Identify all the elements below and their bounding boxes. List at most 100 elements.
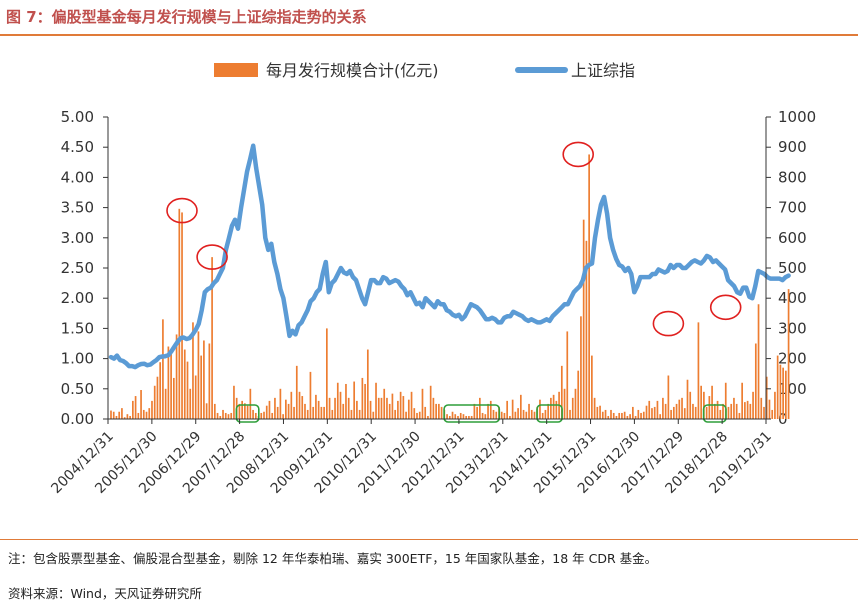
chart: 每月发行规模合计(亿元) 上证综指 0.00 0.50 1.00 1.50 2.00 2.… bbox=[48, 61, 816, 497]
bar bbox=[517, 408, 519, 419]
bar bbox=[320, 406, 323, 419]
bar bbox=[634, 415, 637, 419]
bar bbox=[580, 316, 582, 419]
note-divider bbox=[0, 539, 858, 540]
bar bbox=[282, 414, 284, 419]
bar bbox=[391, 393, 394, 419]
bar bbox=[336, 382, 339, 419]
bar bbox=[656, 400, 659, 419]
bar bbox=[380, 397, 383, 419]
bar bbox=[279, 388, 282, 419]
bar bbox=[506, 400, 509, 419]
bar bbox=[383, 388, 386, 419]
figure-title: 图 7：偏股型基金每月发行规模与上证综指走势的关系 bbox=[6, 8, 367, 26]
bar bbox=[386, 397, 388, 419]
bar bbox=[219, 415, 222, 419]
bar bbox=[110, 410, 112, 419]
bar bbox=[519, 394, 522, 419]
bar bbox=[271, 412, 274, 419]
bar bbox=[285, 399, 287, 419]
bar bbox=[230, 412, 233, 419]
y-left-tick-label: 2.00 bbox=[61, 289, 94, 307]
bar bbox=[651, 408, 653, 419]
bar bbox=[454, 414, 457, 419]
bar bbox=[752, 391, 754, 419]
bar bbox=[544, 409, 547, 419]
bar bbox=[213, 403, 216, 419]
bar bbox=[757, 304, 760, 419]
bar bbox=[265, 405, 268, 419]
bar bbox=[424, 406, 427, 419]
bar bbox=[621, 412, 623, 419]
bar bbox=[681, 397, 683, 419]
highlight-circle bbox=[562, 141, 595, 168]
bar bbox=[779, 364, 782, 419]
bar bbox=[358, 409, 361, 419]
bar bbox=[738, 412, 741, 419]
bar bbox=[175, 334, 178, 419]
bar bbox=[189, 388, 192, 419]
bar bbox=[577, 370, 580, 419]
bar bbox=[511, 399, 514, 419]
bar bbox=[402, 396, 405, 419]
bar bbox=[713, 403, 716, 419]
bar bbox=[692, 403, 694, 419]
bar bbox=[429, 385, 432, 419]
y-right-tick-label: 400 bbox=[778, 289, 807, 307]
bar bbox=[407, 399, 410, 419]
highlight-box bbox=[443, 404, 501, 423]
bar bbox=[640, 412, 642, 419]
bar bbox=[719, 409, 722, 419]
bar bbox=[555, 400, 558, 419]
bar bbox=[153, 385, 156, 419]
bar bbox=[744, 402, 746, 419]
bar bbox=[703, 391, 705, 419]
bar bbox=[211, 257, 213, 419]
title-underline bbox=[0, 34, 858, 36]
bar bbox=[708, 396, 711, 419]
figure-note: 注：包含股票型基金、偏股混合型基金，剔除 12 年华泰柏瑞、嘉实 300ETF，… bbox=[8, 551, 658, 566]
bar bbox=[533, 411, 536, 419]
bar bbox=[448, 415, 451, 419]
bar bbox=[451, 411, 454, 419]
bar bbox=[164, 388, 167, 419]
bar bbox=[194, 375, 197, 419]
bar bbox=[678, 399, 681, 419]
bar bbox=[405, 411, 407, 419]
bar bbox=[724, 382, 727, 419]
bar bbox=[626, 415, 629, 419]
bar bbox=[569, 409, 571, 419]
bar bbox=[233, 385, 235, 419]
highlight-box bbox=[536, 404, 563, 423]
bar bbox=[118, 411, 121, 419]
bar bbox=[162, 319, 164, 419]
bar bbox=[465, 415, 468, 419]
bar bbox=[375, 382, 377, 419]
bar bbox=[787, 289, 790, 419]
bar bbox=[224, 412, 227, 419]
bar bbox=[522, 409, 525, 419]
bar bbox=[782, 367, 784, 419]
bar bbox=[760, 397, 763, 419]
bar bbox=[372, 411, 375, 419]
bar bbox=[432, 397, 435, 419]
bar bbox=[388, 403, 391, 419]
y-right-tick-label: 700 bbox=[778, 199, 807, 217]
highlight-circle bbox=[709, 294, 742, 321]
bar bbox=[252, 409, 254, 419]
bar bbox=[749, 403, 752, 419]
bar bbox=[768, 399, 771, 419]
bar bbox=[342, 403, 345, 419]
bar bbox=[167, 346, 170, 419]
highlight-box bbox=[235, 404, 260, 423]
bar bbox=[115, 415, 118, 419]
bar bbox=[525, 411, 528, 419]
bar bbox=[123, 417, 126, 419]
bar bbox=[468, 415, 470, 419]
bar bbox=[416, 412, 418, 419]
bar bbox=[334, 397, 336, 419]
bar bbox=[208, 343, 211, 419]
bar bbox=[364, 383, 366, 419]
bar bbox=[315, 394, 317, 419]
bar bbox=[366, 349, 369, 419]
